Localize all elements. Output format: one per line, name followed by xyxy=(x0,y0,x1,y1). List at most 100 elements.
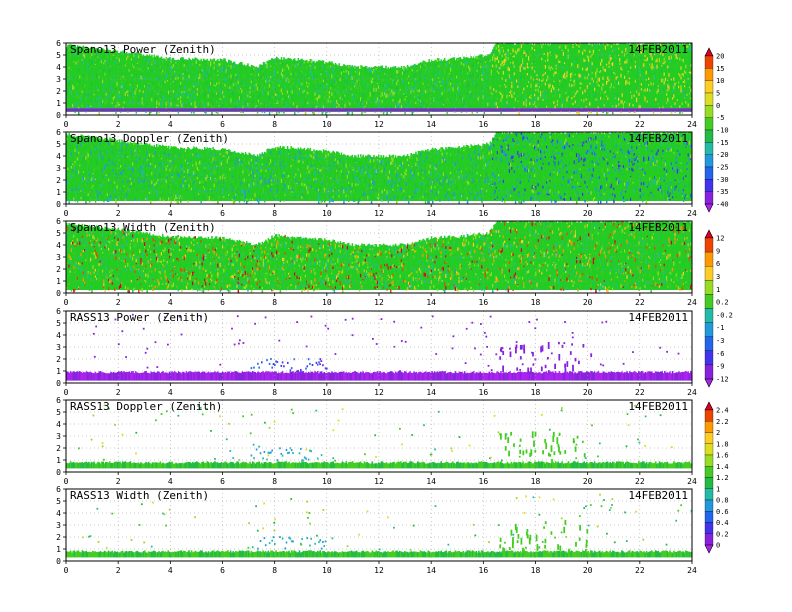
colorbar-label: 2 xyxy=(716,429,720,437)
x-tick-label: 24 xyxy=(687,388,697,397)
x-tick-label: 18 xyxy=(531,209,541,218)
y-tick-label: 0 xyxy=(56,379,61,388)
colorbar-label: 1 xyxy=(716,485,720,493)
x-tick-label: 14 xyxy=(426,298,436,307)
colorbar-label: -40 xyxy=(716,201,729,209)
x-tick-label: 2 xyxy=(116,298,121,307)
y-tick-label: 0 xyxy=(56,557,61,566)
panel-title: Spano13 Power (Zenith) xyxy=(70,43,216,56)
colorbar-label: -12 xyxy=(716,376,729,384)
x-tick-label: 16 xyxy=(479,388,489,397)
x-tick-label: 6 xyxy=(220,477,225,486)
x-tick-label: 8 xyxy=(272,120,277,129)
y-tick-label: 5 xyxy=(56,229,61,238)
y-tick-label: 0 xyxy=(56,200,61,209)
x-tick-label: 12 xyxy=(374,388,384,397)
x-tick-label: 22 xyxy=(635,566,645,575)
colorbar-segment xyxy=(704,92,714,106)
colorbar-segment xyxy=(704,336,714,351)
colorbar-label: -6 xyxy=(716,350,724,358)
x-tick-label: 8 xyxy=(272,566,277,575)
x-tick-label: 14 xyxy=(426,388,436,397)
y-tick-label: 1 xyxy=(56,99,61,108)
colorbar-label: 0.6 xyxy=(716,508,729,516)
y-tick-label: 5 xyxy=(56,319,61,328)
colorbar-label: 5 xyxy=(716,90,720,98)
panel-date: 14FEB2011 xyxy=(628,311,688,324)
colorbar-segment xyxy=(704,55,714,69)
colorbar-label: 0.2 xyxy=(716,530,729,538)
colorbar-label: 1.4 xyxy=(716,463,729,471)
y-tick-label: 2 xyxy=(56,176,61,185)
panel-title: RASS13 Width (Zenith) xyxy=(70,489,209,502)
colorbar-label: 1.2 xyxy=(716,474,729,482)
colorbar-segment xyxy=(704,499,714,512)
colorbar-label: 10 xyxy=(716,77,724,85)
colorbar-segment xyxy=(704,154,714,168)
y-tick-label: 5 xyxy=(56,51,61,60)
x-tick-label: 16 xyxy=(479,120,489,129)
colorbar-label: -30 xyxy=(716,176,729,184)
colorbar-segment xyxy=(704,117,714,131)
colorbar-segment xyxy=(704,237,714,253)
y-tick-label: 5 xyxy=(56,408,61,417)
y-tick-label: 2 xyxy=(56,265,61,274)
x-tick-label: 8 xyxy=(272,209,277,218)
colorbar-label: -35 xyxy=(716,188,729,196)
heatmap-field xyxy=(66,493,692,558)
x-tick-label: 14 xyxy=(426,120,436,129)
x-tick-label: 18 xyxy=(531,120,541,129)
x-tick-label: 10 xyxy=(322,566,332,575)
x-tick-label: 22 xyxy=(635,298,645,307)
x-tick-label: 0 xyxy=(64,120,69,129)
x-tick-label: 12 xyxy=(374,298,384,307)
x-tick-label: 12 xyxy=(374,120,384,129)
colorbar-label: -1 xyxy=(716,324,724,332)
y-tick-label: 0 xyxy=(56,111,61,120)
y-tick-label: 4 xyxy=(56,241,61,250)
y-tick-label: 0 xyxy=(56,468,61,477)
y-tick-label: 4 xyxy=(56,63,61,72)
y-tick-label: 6 xyxy=(56,485,61,494)
x-tick-label: 4 xyxy=(168,298,173,307)
colorbar-label: 3 xyxy=(716,273,720,281)
colorbar-segment xyxy=(704,294,714,309)
x-tick-label: 2 xyxy=(116,477,121,486)
colorbar-label: 15 xyxy=(716,65,724,73)
y-tick-label: 2 xyxy=(56,533,61,542)
colorbar-arrow-bottom xyxy=(704,378,714,388)
y-tick-label: 1 xyxy=(56,277,61,286)
x-tick-label: 0 xyxy=(64,566,69,575)
y-tick-label: 3 xyxy=(56,432,61,441)
x-tick-label: 4 xyxy=(168,477,173,486)
heatmap-field xyxy=(66,43,692,115)
colorbar-segment xyxy=(704,80,714,94)
x-tick-label: 18 xyxy=(531,566,541,575)
colorbar-label: -0.2 xyxy=(716,311,733,319)
panel-title: Spano13 Width (Zenith) xyxy=(70,221,216,234)
colorbar-segment xyxy=(704,466,714,478)
colorbar-segment xyxy=(704,454,714,467)
x-tick-label: 2 xyxy=(116,566,121,575)
colorbar-segment xyxy=(704,105,714,118)
colorbar-label: 20 xyxy=(716,53,724,61)
colorbar-segment xyxy=(704,409,714,422)
x-tick-label: 10 xyxy=(322,209,332,218)
x-tick-label: 2 xyxy=(116,120,121,129)
heatmap-field xyxy=(66,221,692,293)
x-tick-label: 6 xyxy=(220,120,225,129)
colorbar-label: 0.8 xyxy=(716,497,729,505)
panel-date: 14FEB2011 xyxy=(628,43,688,56)
colorbar-label: 0 xyxy=(716,542,720,550)
colorbar-arrow-top xyxy=(704,401,714,411)
colorbar-segment xyxy=(704,522,714,534)
x-tick-label: 0 xyxy=(64,477,69,486)
x-tick-label: 12 xyxy=(374,209,384,218)
colorbar-label: -3 xyxy=(716,337,724,345)
colorbar-segment xyxy=(704,477,714,489)
x-tick-label: 16 xyxy=(479,209,489,218)
x-tick-label: 20 xyxy=(583,477,593,486)
x-tick-label: 12 xyxy=(374,477,384,486)
